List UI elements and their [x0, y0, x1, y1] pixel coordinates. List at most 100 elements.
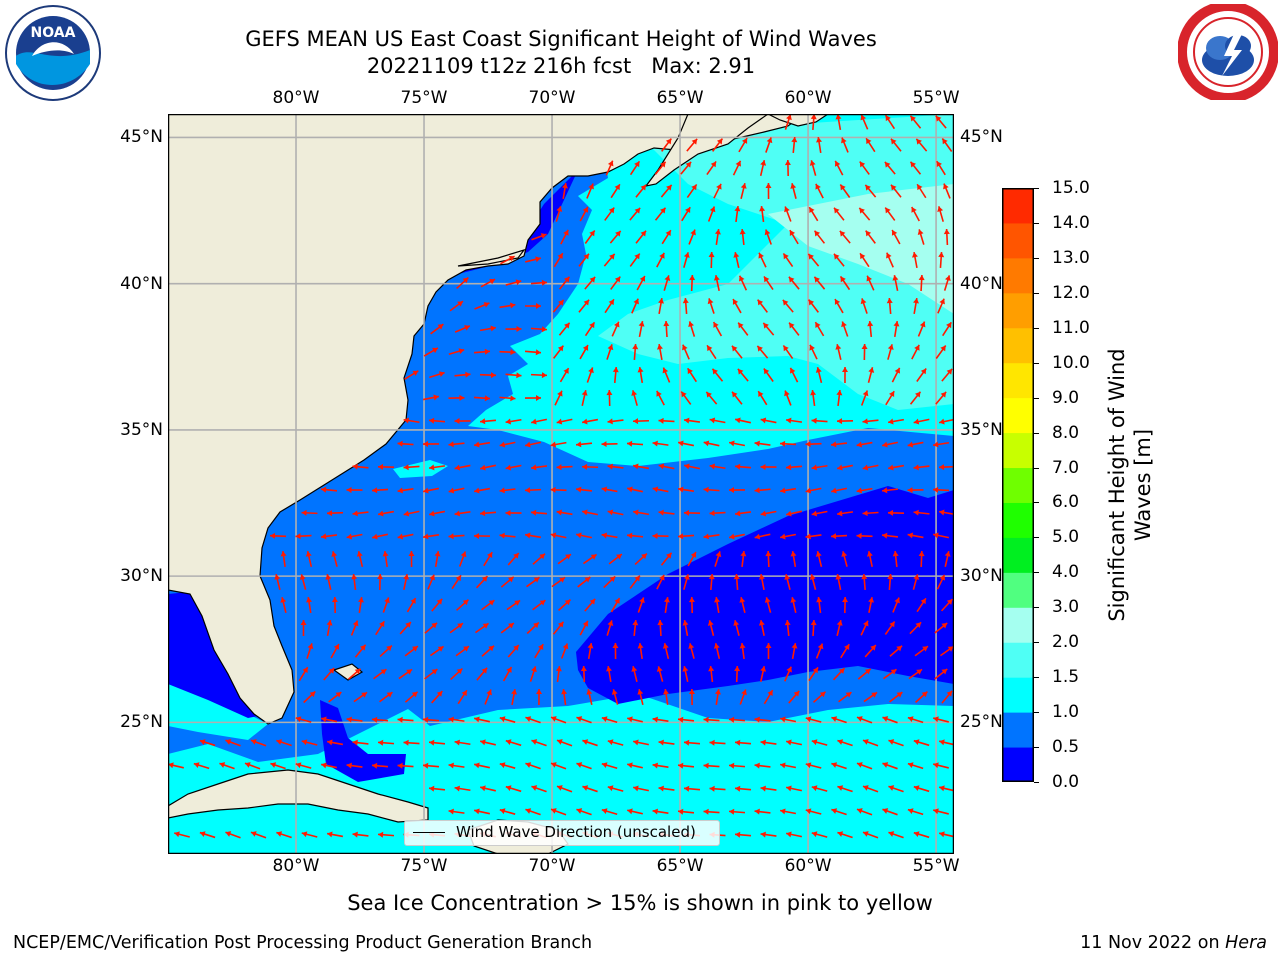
- wave-direction-arrow: [525, 762, 541, 770]
- colorbar-swatch: [1002, 502, 1034, 538]
- wave-direction-arrow: [481, 645, 495, 657]
- wave-direction-arrow: [779, 762, 797, 769]
- wave-direction-arrow: [500, 255, 515, 265]
- wave-direction-arrow: [760, 785, 777, 792]
- wave-direction-arrow: [576, 808, 592, 816]
- wave-direction-arrow: [301, 831, 318, 838]
- wave-direction-arrow: [505, 418, 522, 425]
- wave-direction-arrow: [941, 690, 953, 704]
- wave-direction-arrow: [840, 643, 850, 659]
- wave-direction-arrow: [834, 160, 844, 176]
- colorbar-frame: [1002, 188, 1034, 782]
- wave-direction-arrow: [763, 368, 774, 382]
- wave-direction-arrow: [556, 509, 573, 516]
- wave-direction-arrow: [708, 665, 715, 683]
- wave-direction-arrow: [788, 322, 800, 336]
- wave-direction-arrow: [860, 114, 869, 130]
- wave-direction-arrow: [524, 349, 542, 356]
- wave-direction-arrow: [608, 553, 623, 565]
- wave-direction-arrow: [810, 619, 817, 637]
- wave-direction-arrow: [682, 344, 690, 360]
- wave-direction-arrow: [739, 597, 746, 613]
- wave-direction-arrow: [859, 161, 870, 175]
- wave-direction-arrow: [534, 643, 544, 659]
- wave-direction-arrow: [687, 551, 697, 567]
- wave-direction-arrow: [914, 645, 929, 657]
- wave-direction-arrow: [754, 440, 771, 447]
- chart-title: GEFS MEAN US East Coast Significant Heig…: [245, 27, 877, 51]
- wave-direction-arrow: [352, 831, 369, 838]
- lon-tick-top: 60°W: [784, 88, 832, 108]
- wave-direction-arrow: [403, 510, 420, 517]
- wave-direction-arrow: [712, 321, 723, 337]
- wave-direction-arrow: [831, 487, 847, 494]
- wave-direction-arrow: [604, 207, 615, 221]
- wave-direction-arrow: [740, 550, 747, 568]
- wave-direction-arrow: [805, 533, 822, 540]
- wave-direction-arrow: [733, 252, 740, 268]
- wave-direction-arrow: [473, 395, 491, 402]
- wave-direction-arrow: [683, 785, 701, 792]
- wave-direction-arrow: [584, 598, 596, 612]
- wave-direction-arrow: [907, 762, 924, 770]
- wave-direction-arrow: [660, 184, 673, 198]
- wave-direction-arrow: [424, 622, 438, 634]
- wave-direction-arrow: [506, 599, 521, 611]
- colorbar-tick-label: 1.5: [1052, 667, 1080, 688]
- wave-direction-arrow: [884, 207, 896, 221]
- wave-direction-arrow: [814, 321, 825, 337]
- wave-direction-arrow: [320, 716, 338, 723]
- wave-direction-arrow: [581, 390, 588, 406]
- wave-direction-arrow: [656, 574, 665, 590]
- wave-direction-arrow: [562, 182, 568, 200]
- wave-direction-arrow: [711, 138, 724, 152]
- wave-height-map: [168, 114, 954, 854]
- wave-direction-arrow: [601, 441, 618, 448]
- wave-direction-arrow: [890, 138, 902, 152]
- wave-direction-arrow: [858, 207, 871, 221]
- colorbar-swatch: [1002, 537, 1034, 573]
- wave-direction-arrow: [584, 276, 596, 290]
- wave-direction-arrow: [397, 716, 414, 723]
- wave-direction-arrow: [936, 574, 946, 590]
- wave-direction-arrow: [739, 689, 747, 705]
- wave-direction-arrow: [556, 785, 573, 793]
- wave-direction-arrow: [351, 573, 358, 591]
- wave-direction-arrow: [357, 596, 364, 614]
- wave-direction-arrow: [612, 642, 619, 660]
- wave-direction-arrow: [834, 298, 844, 314]
- wave-direction-arrow: [629, 253, 641, 267]
- footer-date-text: 11 Nov 2022 on: [1080, 933, 1220, 953]
- wave-direction-arrow: [657, 619, 664, 637]
- wave-direction-arrow: [454, 739, 471, 746]
- wave-direction-arrow: [756, 345, 769, 359]
- wave-direction-arrow: [638, 320, 645, 338]
- wave-direction-arrow: [907, 716, 924, 724]
- wave-direction-arrow: [577, 576, 591, 588]
- wave-direction-arrow: [857, 668, 872, 680]
- wave-direction-arrow: [500, 622, 515, 634]
- wave-direction-arrow: [912, 574, 920, 590]
- wave-direction-arrow: [350, 620, 359, 636]
- wave-direction-arrow: [581, 418, 599, 425]
- colorbar-tick-label: 11.0: [1052, 317, 1090, 338]
- wave-direction-arrow: [502, 666, 513, 682]
- wave-direction-arrow: [728, 762, 746, 769]
- wave-direction-arrow: [353, 691, 368, 703]
- wave-direction-arrow: [810, 114, 817, 131]
- wave-direction-arrow: [475, 575, 489, 589]
- wave-direction-arrow: [626, 440, 644, 447]
- lat-tick-left: 35°N: [120, 419, 163, 440]
- lon-tick-top: 70°W: [528, 88, 576, 108]
- wave-direction-arrow: [455, 645, 470, 657]
- wave-direction-arrow: [550, 532, 567, 539]
- wave-direction-arrow: [757, 299, 768, 313]
- lat-tick-left: 45°N: [120, 127, 163, 148]
- wave-direction-arrow: [918, 274, 925, 292]
- wave-direction-arrow: [601, 716, 618, 724]
- wave-direction-arrow: [856, 716, 873, 724]
- wave-direction-arrow: [866, 551, 873, 567]
- wave-direction-arrow: [737, 322, 749, 336]
- colorbar-swatch: [1002, 607, 1034, 643]
- lat-tick-left: 30°N: [120, 566, 163, 587]
